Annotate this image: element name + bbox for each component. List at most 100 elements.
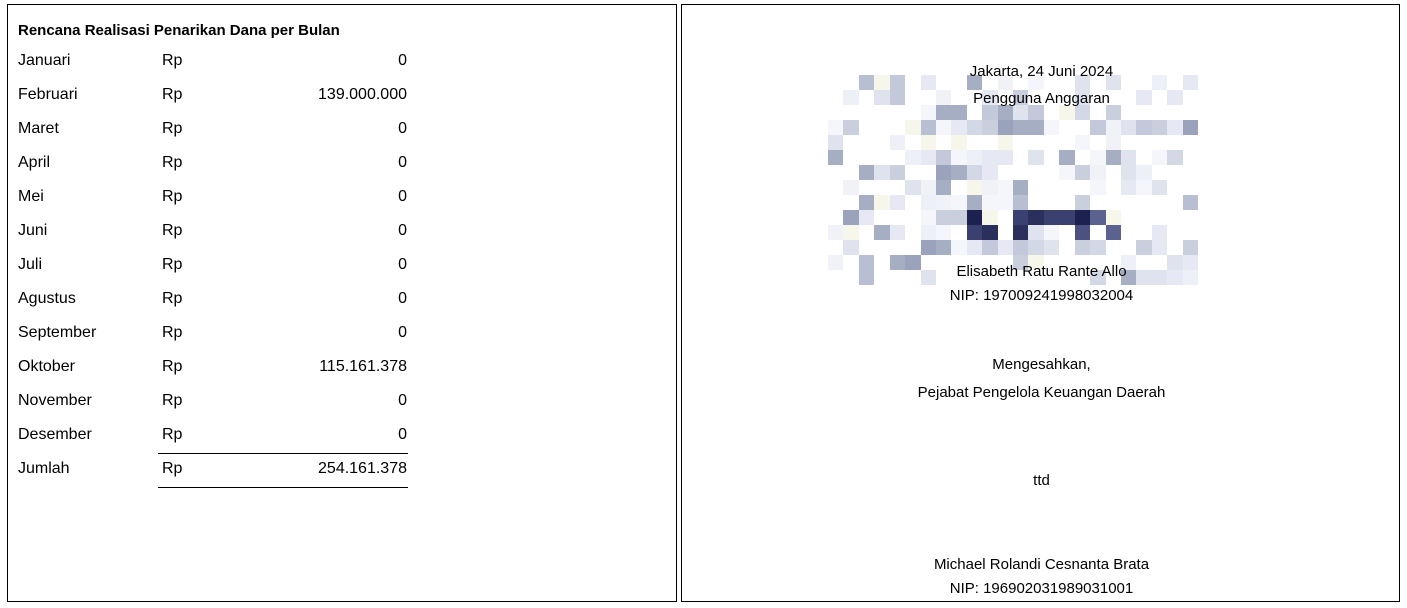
signature-pixel [874,75,890,90]
plan-row: September Rp 0 [8,324,428,358]
plan-row: Januari Rp 0 [8,52,428,86]
signature-pixel [828,135,844,150]
signature-pixel [1105,195,1121,210]
amount-value: 0 [398,188,407,205]
signature-pixel [1136,135,1152,150]
amount-value: 0 [398,324,407,341]
amount-value: 139.000.000 [318,86,407,103]
signature-pixel [1028,210,1044,225]
signature-pixel [905,150,921,165]
signature-pixel [1043,75,1060,90]
signature-pixel [1167,135,1183,150]
signature-pixel [1090,180,1106,195]
signature-pixel [858,240,875,255]
signature-pixel [1120,150,1137,165]
signature-pixel [828,240,844,255]
signature-pixel [1090,240,1106,255]
signature-pixel [1136,195,1152,210]
signature-pixel [1059,195,1075,210]
signature-pixel [843,180,859,195]
amount-value: 0 [398,392,407,409]
signature-pixel [920,225,936,240]
signature-pixel [1059,120,1075,135]
signature-pixel [966,75,983,90]
signature-pixel [997,195,1013,210]
signature-panel: Jakarta, 24 Juni 2024 Pengguna Anggaran … [681,4,1400,602]
signature-pixel [1074,255,1091,270]
currency-label: Rp [162,52,183,69]
signature-pixel [874,255,890,270]
signature-pixel [1043,195,1060,210]
signature-pixel [997,120,1013,135]
signature-pixel [1013,180,1029,195]
signature-pixel [1167,270,1183,285]
signature-pixel [828,270,844,285]
signature-pixel [1028,165,1044,180]
signature-pixel [828,210,844,225]
signature-pixel [982,105,998,120]
signature-pixel [951,150,967,165]
plan-row: Mei Rp 0 [8,188,428,222]
signature-pixel [1059,90,1075,105]
signature-pixel [1105,210,1121,225]
signature-pixel [1182,150,1198,165]
signature-pixel [966,90,983,105]
signature-pixel [1105,270,1121,285]
signature-pixel [1136,105,1152,120]
signature-pixel [828,165,844,180]
signature-pixel [1105,120,1121,135]
signature-pixel [1167,180,1183,195]
signature-pixel [858,255,875,270]
signature-pixel [935,255,952,270]
signature-pixel [1013,105,1029,120]
signature-pixel [889,165,906,180]
signature-pixel [935,120,952,135]
signature-pixel [1090,75,1106,90]
signature-pixel [1074,90,1091,105]
signature-pixel [951,270,967,285]
signature-pixel [1043,150,1060,165]
signer-name: Elisabeth Ratu Rante Allo [956,263,1127,280]
signature-pixel [905,180,921,195]
signature-pixel [1167,195,1183,210]
signature-pixel [858,75,875,90]
approval-role: Pejabat Pengelola Keuangan Daerah [917,384,1166,401]
signature-pixel [1120,75,1137,90]
signature-pixel [1136,255,1152,270]
signature-pixel [935,225,952,240]
total-row: Jumlah Rp 254.161.378 [8,460,428,494]
signature-pixel [828,195,844,210]
signature-pixel [843,240,859,255]
signature-pixel [1182,180,1198,195]
signature-pixel [1167,240,1183,255]
signature-pixel [1182,135,1198,150]
signature-pixel [920,120,936,135]
signature-pixel [1059,255,1075,270]
signature-pixel [905,165,921,180]
plan-row: Oktober Rp 115.161.378 [8,358,428,392]
signature-pixel [905,210,921,225]
signature-pixel [843,210,859,225]
month-label: Desember [18,426,92,443]
signature-pixel [1028,105,1044,120]
signature-pixel [889,150,906,165]
signature-pixel [920,105,936,120]
signature-pixel [858,165,875,180]
signature-pixel [889,120,906,135]
signature-pixel [1013,135,1029,150]
signature-pixel [843,270,859,285]
signature-pixel [1013,240,1029,255]
signature-pixel [1136,90,1152,105]
signature-pixel [982,150,998,165]
signature-pixel [951,165,967,180]
signature-pixel [1136,270,1152,285]
signature-pixel [1151,150,1168,165]
signature-pixel [997,210,1013,225]
approver-nip: NIP: 196902031989031001 [949,580,1134,597]
signature-pixel [1136,75,1152,90]
signature-pixel [997,180,1013,195]
signature-pixel [951,120,967,135]
signature-pixel [858,120,875,135]
signature-pixel [1120,210,1137,225]
total-amount: 254.161.378 [318,460,407,477]
